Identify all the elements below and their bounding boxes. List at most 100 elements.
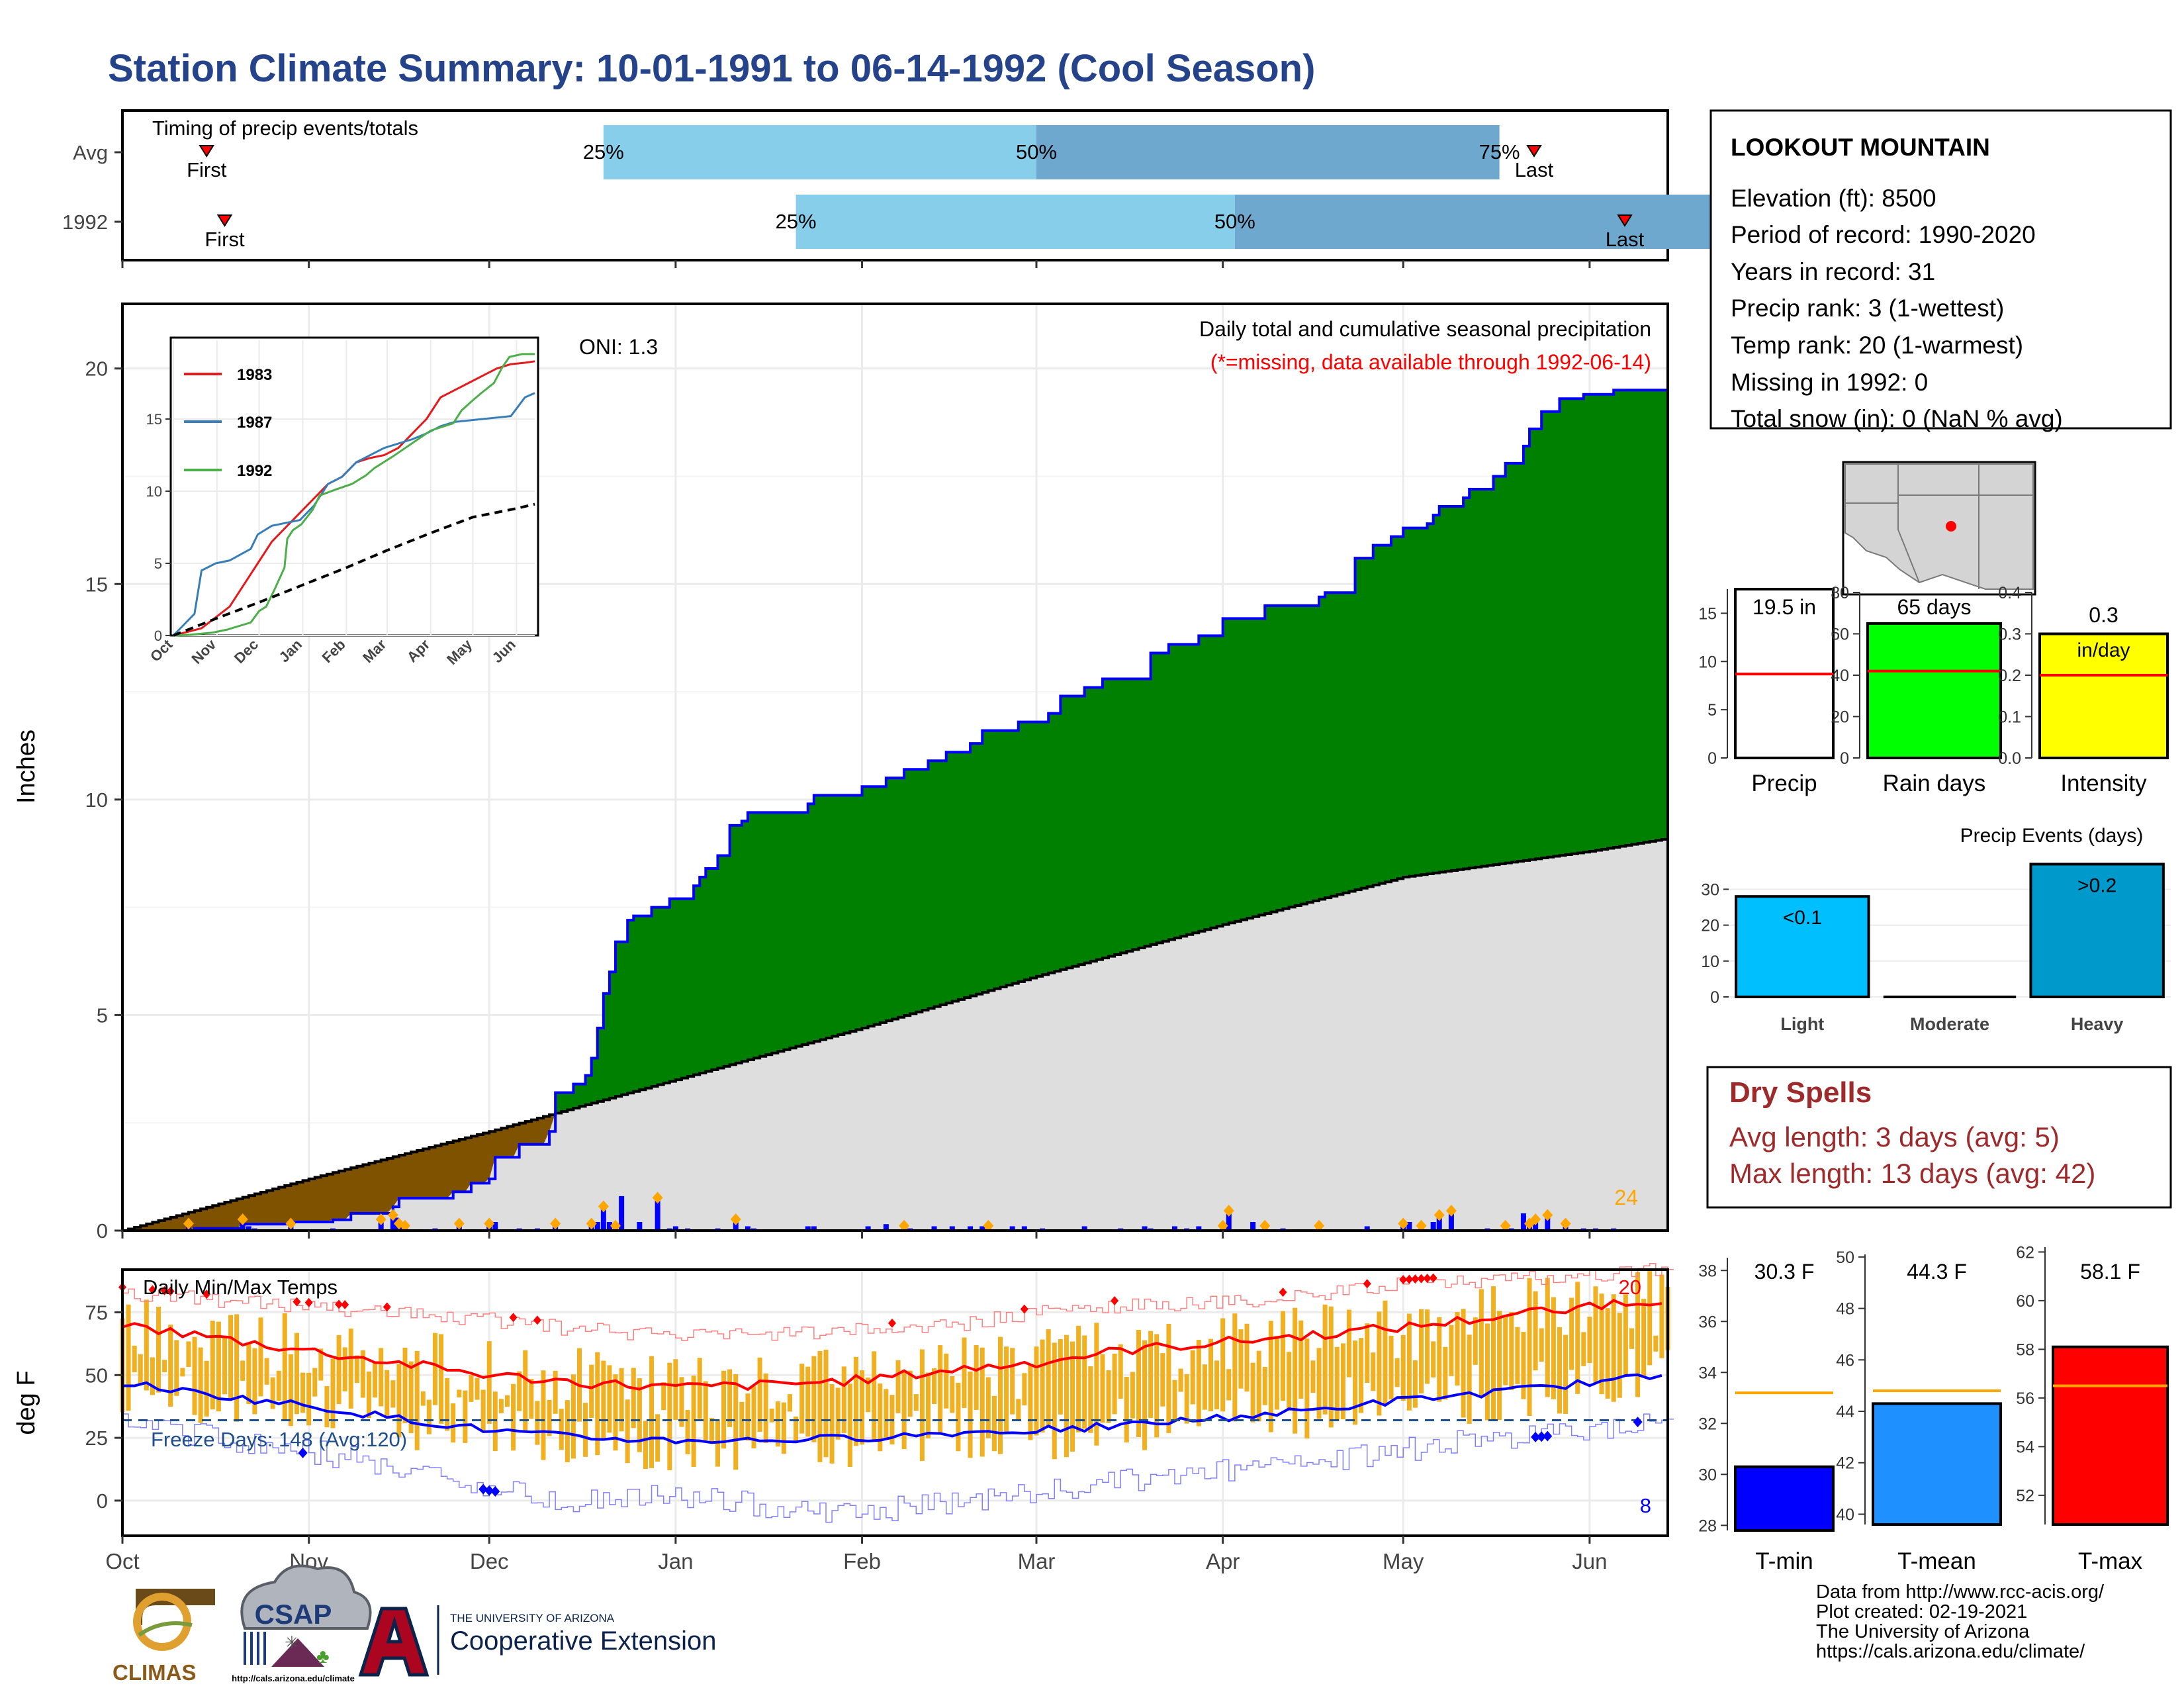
precip-event-marker	[983, 1219, 994, 1232]
below-normal-area	[140, 1225, 147, 1231]
daily-temp-bar	[498, 1399, 504, 1413]
above-normal-area	[1571, 399, 1578, 854]
small-chart-y-tick-label: 38	[1698, 1262, 1717, 1280]
precip-event-marker	[1445, 1204, 1457, 1217]
events-y-tick-label: 30	[1701, 880, 1719, 899]
daily-precip-bar	[1021, 1226, 1027, 1231]
daily-temp-bar	[944, 1353, 949, 1409]
below-normal-area	[507, 1126, 514, 1158]
inset-legend-label: 1992	[237, 462, 272, 480]
above-normal-area	[1637, 390, 1645, 843]
daily-temp-bar	[919, 1349, 925, 1461]
above-normal-area	[1517, 463, 1524, 862]
small-chart-bar	[2038, 632, 2169, 759]
daily-temp-bar	[1617, 1313, 1622, 1398]
x-tick-label: Feb	[843, 1549, 881, 1573]
daily-temp-bar	[1094, 1323, 1099, 1446]
below-normal-area	[447, 1142, 454, 1199]
small-precip-charts: 0 5 10 15 19.5 in Precip 0 20 40 60 80 65 days Rain …	[1698, 584, 2169, 796]
daily-precip-bar	[949, 1226, 955, 1231]
small-chart-y-tick-label: 40	[1831, 667, 1849, 685]
above-normal-area	[1619, 390, 1627, 847]
daily-temp-bar	[841, 1366, 846, 1433]
oni-label: ONI: 1.3	[579, 335, 658, 359]
small-chart-bar	[2052, 1345, 2169, 1526]
daily-temp-bar	[991, 1395, 997, 1452]
above-normal-area	[1162, 653, 1169, 941]
daily-temp-bar	[420, 1391, 426, 1406]
above-normal-area	[1433, 515, 1440, 873]
below-normal-area	[212, 1205, 219, 1229]
daily-temp-bar	[1581, 1332, 1586, 1366]
daily-temp-bar	[1515, 1327, 1520, 1384]
daily-precip-bar	[1520, 1213, 1526, 1231]
daily-temp-bar	[925, 1372, 931, 1438]
below-normal-area	[176, 1215, 183, 1231]
daily-temp-bar	[492, 1391, 498, 1452]
daily-precip-bar	[745, 1226, 751, 1231]
above-normal-area	[1505, 463, 1512, 863]
daily-temp-bar	[270, 1377, 275, 1409]
daily-precip-bar	[1142, 1226, 1148, 1231]
daily-temp-bar	[968, 1371, 973, 1458]
daily-precip-bar	[931, 1226, 937, 1231]
daily-temp-bar	[1437, 1317, 1442, 1402]
precip-event-marker	[484, 1217, 495, 1230]
record-high-marker	[887, 1318, 896, 1328]
daily-temp-bar	[192, 1336, 197, 1415]
above-normal-area	[1367, 558, 1374, 887]
above-normal-area	[1379, 545, 1386, 884]
small-chart-y-tick-label: 15	[1698, 604, 1717, 623]
above-normal-area	[1247, 618, 1253, 919]
above-normal-area	[657, 907, 664, 1085]
daily-temp-bar	[1394, 1358, 1400, 1387]
above-normal-area	[1090, 687, 1097, 962]
daily-temp-bar	[697, 1358, 702, 1419]
daily-temp-bar	[637, 1378, 642, 1452]
daily-temp-bar	[745, 1393, 751, 1441]
precip-event-marker	[1542, 1209, 1553, 1221]
record-high-marker	[293, 1297, 301, 1307]
small-chart-y-tick-label: 0	[1707, 749, 1717, 768]
record-high-marker	[1417, 1274, 1426, 1284]
above-normal-area	[807, 804, 815, 1043]
footer-note: Data from http://www.rcc-acis.org/ Plot …	[1816, 1582, 2104, 1662]
daily-temp-bar	[1406, 1313, 1412, 1411]
daily-temp-bar	[1383, 1300, 1388, 1405]
inset-legend-label: 1987	[237, 414, 272, 432]
daily-temp-bar	[1521, 1332, 1526, 1399]
below-normal-area	[326, 1174, 334, 1222]
daily-temp-bar	[1322, 1304, 1328, 1415]
inset-frame	[169, 336, 539, 637]
above-normal-area	[1565, 399, 1572, 855]
csap-url: http://cals.arizona.edu/climate	[232, 1673, 355, 1683]
above-normal-area	[1030, 722, 1037, 978]
daily-temp-bar	[1112, 1353, 1117, 1415]
daily-temp-bar	[1244, 1323, 1250, 1392]
shared-precip-area	[122, 838, 1668, 1231]
daily-temp-bar	[733, 1374, 739, 1470]
above-normal-area	[1559, 399, 1567, 856]
below-normal-area	[170, 1217, 177, 1231]
daily-temp-bar	[1070, 1341, 1075, 1452]
station-name: LOOKOUT MOUNTAIN	[1731, 134, 1990, 161]
record-high-marker	[1411, 1274, 1420, 1284]
above-normal-area	[1541, 411, 1548, 859]
small-chart-y-tick-label: 36	[1698, 1313, 1717, 1331]
daily-temp-bar	[1467, 1335, 1472, 1424]
above-normal-area	[627, 920, 634, 1094]
above-normal-area	[1487, 489, 1494, 866]
above-normal-area	[555, 1092, 562, 1113]
daily-precip-bar	[619, 1196, 625, 1231]
daily-temp-bar	[805, 1366, 811, 1437]
small-chart-label: Intensity	[2060, 771, 2147, 796]
daily-temp-bar	[1082, 1335, 1087, 1429]
daily-temp-bar	[198, 1347, 203, 1423]
small-chart-y-tick-label: 0.2	[1998, 667, 2021, 685]
above-normal-area	[1289, 605, 1296, 908]
daily-temp-bar	[475, 1378, 480, 1400]
daily-temp-bar	[1455, 1312, 1460, 1386]
